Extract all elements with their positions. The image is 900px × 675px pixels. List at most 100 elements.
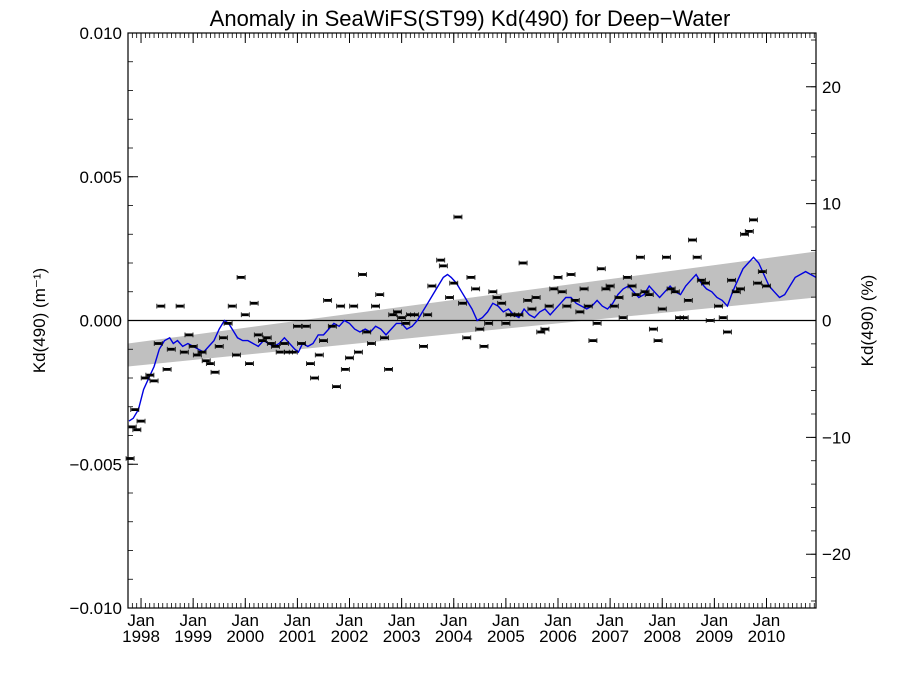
data-point-mark <box>762 284 770 288</box>
data-point <box>627 283 637 289</box>
x-tick-month-label: Jan <box>127 611 154 630</box>
data-point-mark <box>545 304 553 308</box>
data-point-mark <box>150 379 158 383</box>
data-point-mark <box>706 319 714 322</box>
data-point <box>358 272 367 277</box>
data-point-mark <box>193 353 201 357</box>
y-right-tick-label: 10 <box>822 195 841 214</box>
data-point <box>306 361 315 367</box>
data-point <box>188 343 198 349</box>
x-tick-year-label: 2009 <box>695 627 733 646</box>
data-point <box>718 315 728 321</box>
data-point <box>518 260 528 266</box>
data-point <box>419 343 428 349</box>
data-point-mark <box>459 301 467 305</box>
data-point <box>479 343 489 349</box>
data-point-mark <box>563 304 571 308</box>
data-point <box>301 323 311 329</box>
data-point-mark <box>137 419 145 423</box>
data-point-mark <box>524 298 532 302</box>
data-point-mark <box>632 293 640 297</box>
x-tick-month-label: Jan <box>388 611 415 630</box>
data-point-mark <box>237 275 245 279</box>
data-point-mark <box>272 344 280 348</box>
data-point <box>310 375 319 381</box>
data-point-mark <box>245 362 253 366</box>
data-point-mark <box>341 367 349 371</box>
data-point-mark <box>428 284 436 288</box>
data-point-mark <box>610 304 618 308</box>
y-axis-right-ticks: 20 10 0 −10 −20 <box>806 39 851 602</box>
data-point-mark <box>267 342 275 345</box>
data-point <box>553 274 563 280</box>
data-point-mark <box>346 356 354 360</box>
data-point-mark <box>628 284 636 288</box>
data-point <box>557 289 567 295</box>
data-point <box>727 277 736 283</box>
data-point-mark <box>554 275 562 279</box>
data-point-mark <box>185 333 193 337</box>
data-point <box>375 292 385 298</box>
data-point <box>353 349 363 355</box>
data-point <box>340 366 350 372</box>
data-point-mark <box>697 278 705 282</box>
y-right-tick-label: 0 <box>822 312 831 331</box>
data-point <box>393 309 402 315</box>
x-tick-month-label: Jan <box>492 611 519 630</box>
data-point <box>622 274 632 280</box>
data-point-mark <box>146 373 154 377</box>
data-point-mark <box>319 339 327 343</box>
data-point <box>245 361 254 367</box>
data-point <box>327 323 337 329</box>
data-point-mark <box>623 275 631 279</box>
x-tick-year-label: 2010 <box>748 627 786 646</box>
y-right-tick-label: −20 <box>822 545 851 564</box>
data-point-mark <box>167 347 175 351</box>
data-point <box>319 338 328 344</box>
data-point-mark <box>693 255 701 259</box>
data-point <box>427 283 437 289</box>
data-point-mark <box>398 316 406 320</box>
data-point <box>566 272 576 277</box>
data-point-mark <box>472 287 480 291</box>
y-left-tick-label: 0.010 <box>79 24 122 43</box>
data-point <box>367 341 376 346</box>
data-point <box>279 341 289 346</box>
data-point <box>132 427 142 433</box>
data-point-mark <box>280 342 288 345</box>
x-tick-year-label: 2001 <box>278 627 316 646</box>
data-point-mark <box>424 313 432 317</box>
data-point-mark <box>276 350 284 354</box>
data-point-mark <box>658 307 666 311</box>
data-point-mark <box>667 287 675 291</box>
data-point <box>288 349 298 355</box>
data-point <box>618 315 628 321</box>
data-point <box>679 315 689 321</box>
data-point-mark <box>506 313 514 317</box>
data-point <box>332 384 341 390</box>
x-tick-month-label: Jan <box>649 611 676 630</box>
data-point-mark <box>567 273 575 276</box>
data-points-layer <box>125 214 771 461</box>
data-point-mark <box>558 290 566 294</box>
data-point-mark <box>293 324 301 328</box>
data-point-mark <box>324 298 332 302</box>
data-point-mark <box>241 313 249 317</box>
data-point <box>292 323 302 329</box>
data-point <box>670 289 680 295</box>
data-point <box>349 303 359 309</box>
data-point-mark <box>372 304 380 308</box>
data-point <box>240 312 250 318</box>
data-point-mark <box>180 350 188 354</box>
data-point-mark <box>389 313 397 317</box>
data-point <box>514 312 524 318</box>
data-point <box>749 217 758 223</box>
data-point-mark <box>128 425 136 429</box>
data-point-mark <box>680 316 688 320</box>
data-point-mark <box>354 350 362 354</box>
data-point <box>458 300 468 306</box>
data-point <box>227 303 237 309</box>
data-point-mark <box>306 362 314 366</box>
data-point <box>214 343 224 349</box>
